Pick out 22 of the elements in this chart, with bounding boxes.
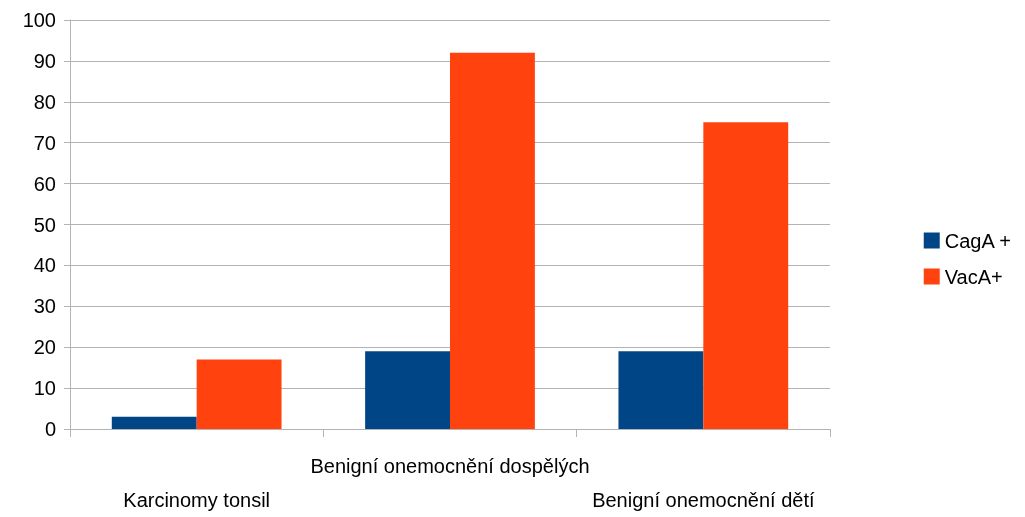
- y-tick-label: 80: [33, 90, 56, 113]
- y-tick-label: 60: [33, 172, 56, 195]
- y-tick-label: 20: [33, 336, 56, 359]
- bar: [111, 416, 197, 429]
- y-tick-label: 30: [33, 295, 56, 318]
- x-tick-label: Benigní onemocnění dětí: [592, 489, 815, 511]
- y-tick-label: 50: [33, 213, 56, 236]
- bar: [703, 122, 789, 429]
- x-tick-label: Karcinomy tonsil: [123, 489, 271, 511]
- x-tick-label: Benigní onemocnění dospělých: [310, 455, 590, 477]
- legend-label: CagA +: [944, 229, 1011, 252]
- bar: [196, 359, 282, 429]
- bar: [618, 351, 704, 429]
- y-tick-label: 40: [33, 254, 56, 277]
- bar: [450, 52, 535, 429]
- bar: [365, 351, 450, 429]
- y-tick-label: 10: [33, 377, 56, 400]
- y-tick-label: 70: [33, 131, 56, 154]
- legend-label: VacA+: [944, 265, 1003, 288]
- y-tick-label: 0: [44, 418, 56, 440]
- y-tick-label: 100: [22, 9, 56, 31]
- y-tick-label: 90: [33, 49, 56, 72]
